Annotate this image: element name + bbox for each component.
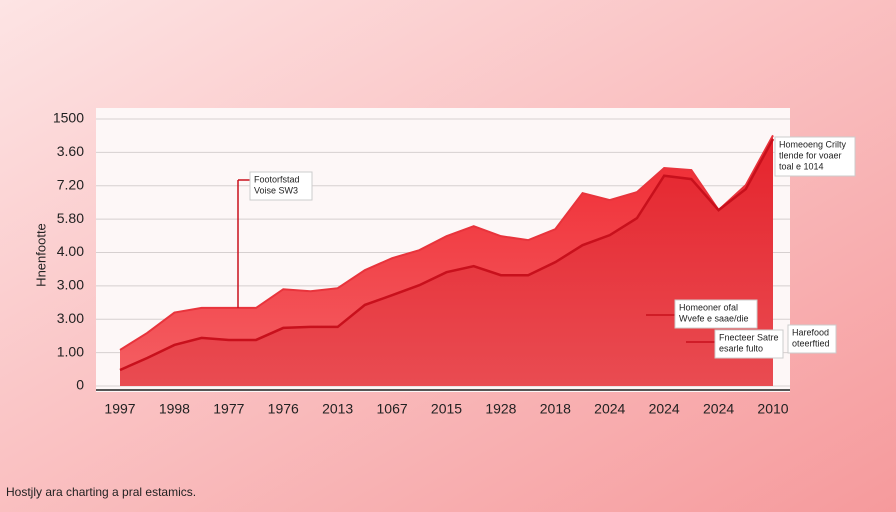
annotation-text: oteerftied	[792, 338, 830, 348]
line	[119, 134, 774, 351]
y-axis-label: Hnenfootte	[33, 223, 48, 287]
x-tick-label: 2018	[540, 401, 571, 417]
annotation-text: Footorfstad	[254, 174, 300, 184]
x-tick-label: 1997	[104, 401, 135, 417]
x-tick-label: 1976	[268, 401, 299, 417]
x-tick-label: 2024	[703, 401, 734, 417]
x-tick-label: 1067	[377, 401, 408, 417]
area	[120, 135, 773, 386]
y-tick-label: 3.00	[57, 310, 84, 326]
annotation-text: Wvefe e saae/die	[679, 313, 749, 323]
y-tick-label: 5.80	[57, 210, 84, 226]
annotation-box	[674, 299, 758, 329]
y-tick-label: 1.00	[57, 343, 84, 359]
area	[120, 139, 773, 386]
y-tick-label: 4.00	[57, 243, 84, 259]
annotation-text: Voise SW3	[254, 185, 298, 195]
line	[119, 138, 775, 372]
x-tick-label: 2013	[322, 401, 353, 417]
y-tick-label: 1500	[53, 110, 84, 126]
x-tick-label: 2015	[431, 401, 462, 417]
annotation-text: esarle fulto	[719, 343, 763, 353]
annotation-box	[787, 324, 837, 354]
y-tick-label: 3.00	[57, 277, 84, 293]
annotation-box	[774, 136, 856, 177]
annotation-text: Homeoner ofal	[679, 302, 738, 312]
annotation-text: tlende for voaer	[779, 150, 842, 160]
caption: Hostjly ara charting a pral estamics.	[6, 485, 196, 499]
annotation-text: toal e 1014	[779, 161, 824, 171]
x-tick-label: 2024	[649, 401, 680, 417]
annotation-box	[249, 171, 313, 201]
annotation-text: Fnecteer Satre	[719, 332, 779, 342]
x-tick-label: 2010	[757, 401, 788, 417]
x-tick-label: 2024	[594, 401, 625, 417]
annotation-box	[714, 329, 784, 359]
x-tick-label: 1928	[485, 401, 516, 417]
y-tick-label: 0	[76, 377, 84, 393]
y-tick-label: 3.60	[57, 143, 84, 159]
x-tick-label: 1998	[159, 401, 190, 417]
annotation-text: Harefood	[792, 327, 829, 337]
y-tick-label: 7.20	[57, 176, 84, 192]
x-tick-label: 1977	[213, 401, 244, 417]
annotation-text: Homeoeng Crilty	[779, 139, 847, 149]
